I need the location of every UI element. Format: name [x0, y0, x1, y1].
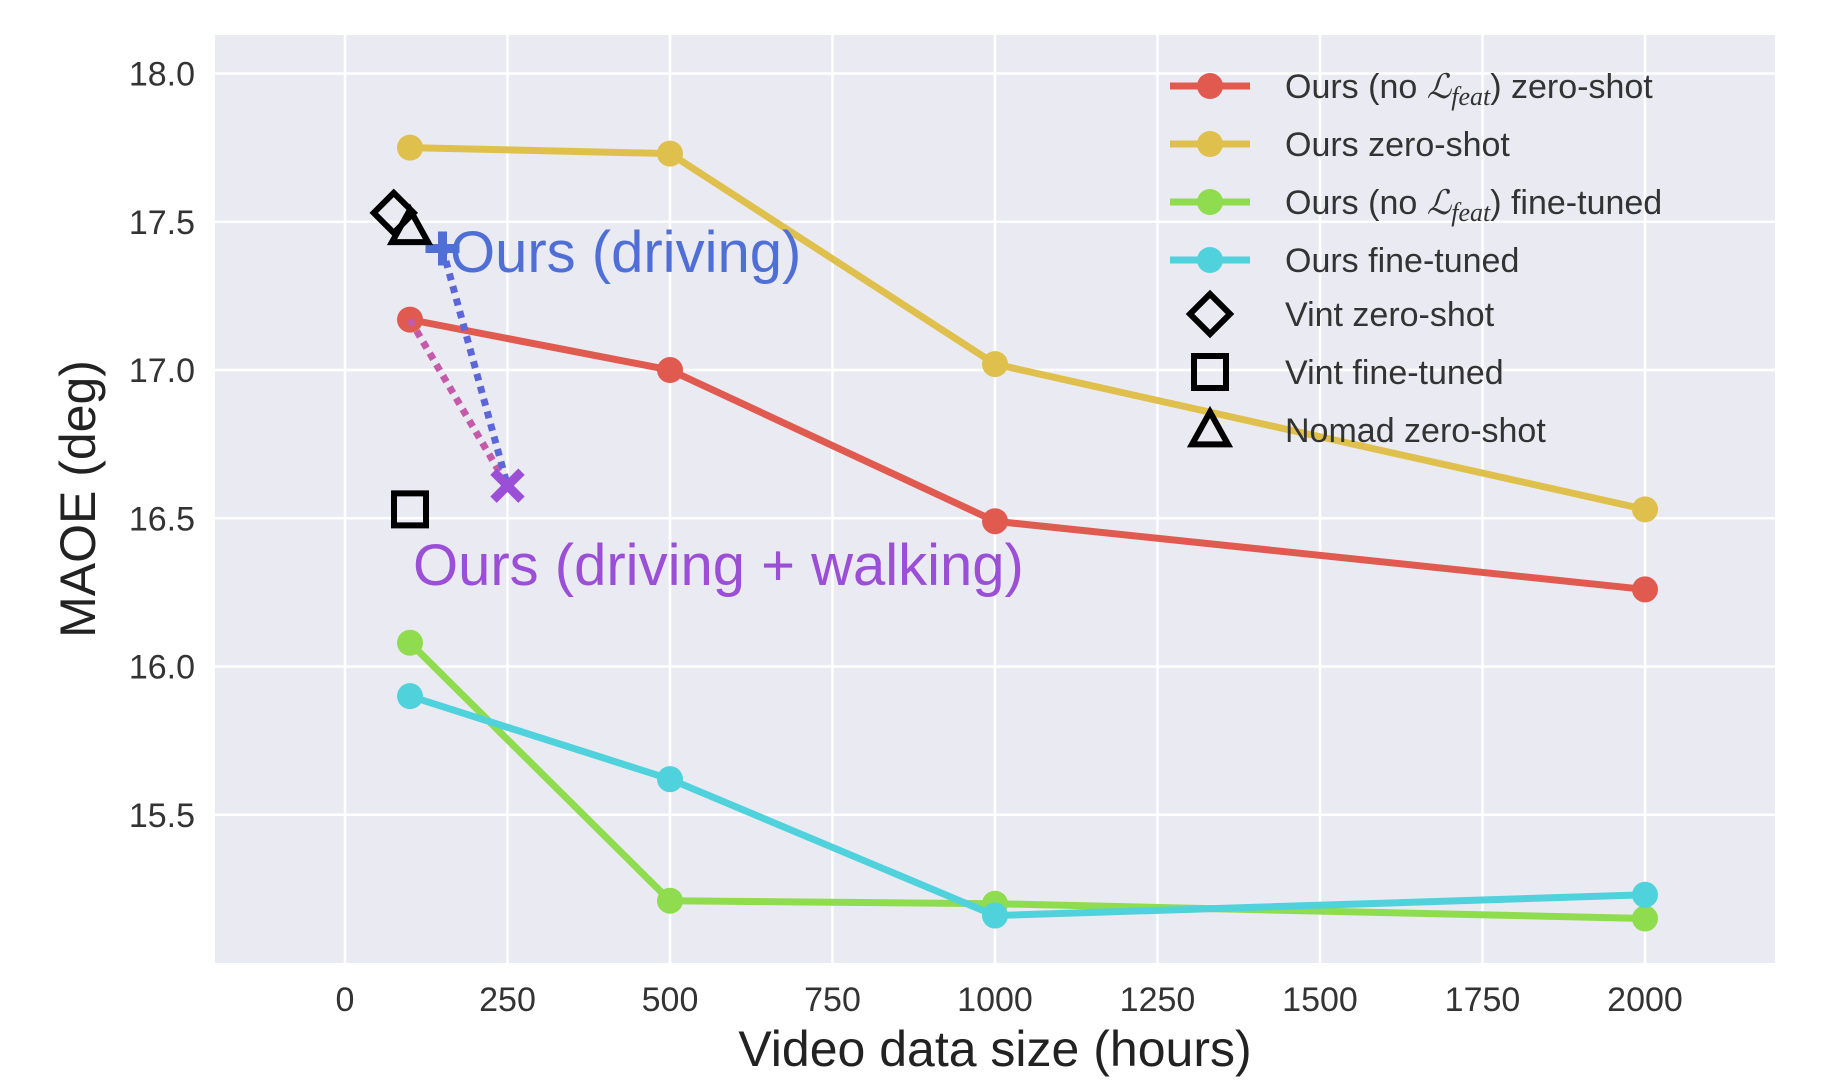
data-point [657, 766, 683, 793]
x-tick-label: 1750 [1445, 981, 1521, 1019]
trend-dotted-line [406, 317, 511, 488]
x-tick-label: 1250 [1120, 981, 1196, 1019]
x-tick-label: 0 [336, 981, 355, 1019]
y-tick-label: 16.5 [129, 500, 195, 538]
trend-dotted-line [439, 247, 511, 487]
x-axis-title: Video data size (hours) [738, 1021, 1251, 1077]
legend-label: Ours zero-shot [1285, 126, 1510, 164]
legend-item: Nomad zero-shot [1186, 405, 1546, 450]
x-tick-label: 1000 [957, 981, 1033, 1019]
legend-item: Vint zero-shot [1185, 289, 1495, 339]
data-point [982, 508, 1008, 535]
legend: Ours (no ℒfeat) zero-shot Ours zero-shot O… [1170, 68, 1662, 450]
data-point [657, 357, 683, 384]
x-tick-label: 750 [804, 981, 861, 1019]
legend-label: Ours (no ℒfeat) fine-tuned [1285, 184, 1662, 227]
series-line [407, 640, 1646, 923]
series-line [409, 144, 1646, 513]
data-point [1632, 496, 1658, 523]
series-line [408, 692, 1646, 920]
annotations: Ours (driving) Ours (driving + walking) [406, 220, 1024, 598]
annotation-driving: Ours (driving) [450, 220, 801, 285]
y-tick-label: 17.5 [129, 204, 195, 242]
series-1 [397, 134, 1658, 523]
legend-label: Ours (no ℒfeat) zero-shot [1285, 68, 1653, 111]
legend-item: Ours zero-shot [1170, 126, 1510, 164]
x-tick-label: 2000 [1607, 981, 1683, 1019]
square-marker [391, 490, 429, 529]
y-tick-label: 15.5 [129, 797, 195, 835]
legend-label: Ours fine-tuned [1285, 242, 1519, 280]
y-axis-title: MAOE (deg) [50, 360, 106, 638]
x-tick-label: 500 [642, 981, 699, 1019]
x-tick-label: 250 [479, 981, 536, 1019]
tick-labels: 0 250 500 750 1000 1250 1500 1750 2000 15.5 16.0 16… [129, 56, 1683, 1019]
legend-item: Vint fine-tuned [1191, 353, 1504, 392]
legend-label: Vint fine-tuned [1285, 354, 1504, 392]
legend-triangle-marker [1186, 405, 1234, 448]
legend-marker [1197, 247, 1223, 273]
legend-item: Ours (no ℒfeat) zero-shot [1170, 68, 1653, 111]
legend-diamond-marker [1185, 289, 1235, 339]
legend-square-marker [1191, 353, 1229, 391]
series-0 [397, 306, 1658, 603]
legend-label: Nomad zero-shot [1285, 412, 1546, 450]
legend-marker [1197, 131, 1223, 157]
data-point [982, 351, 1008, 378]
series-3 [397, 683, 1658, 929]
data-point [397, 629, 423, 656]
data-point [1632, 881, 1658, 908]
x-tick-label: 1500 [1282, 981, 1358, 1019]
legend-item: Ours fine-tuned [1170, 242, 1519, 280]
series-lines [397, 134, 1658, 932]
series-line [409, 316, 1646, 593]
data-point [982, 902, 1008, 929]
grid [215, 35, 1775, 963]
y-tick-label: 16.0 [129, 649, 195, 687]
data-point [397, 683, 423, 710]
y-tick-label: 18.0 [129, 56, 195, 94]
data-point [1632, 905, 1658, 932]
triangle-marker [386, 203, 434, 246]
data-point [657, 140, 683, 167]
baseline-markers [369, 188, 434, 529]
y-tick-label: 17.0 [129, 352, 195, 390]
legend-label: Vint zero-shot [1285, 296, 1495, 334]
legend-marker [1197, 189, 1223, 215]
legend-marker [1197, 73, 1223, 99]
data-point [657, 887, 683, 914]
x-marker [490, 468, 525, 503]
data-point [1632, 576, 1658, 603]
annotation-driving-walking: Ours (driving + walking) [413, 533, 1024, 598]
data-point [397, 134, 423, 161]
legend-item: Ours (no ℒfeat) fine-tuned [1170, 184, 1662, 227]
